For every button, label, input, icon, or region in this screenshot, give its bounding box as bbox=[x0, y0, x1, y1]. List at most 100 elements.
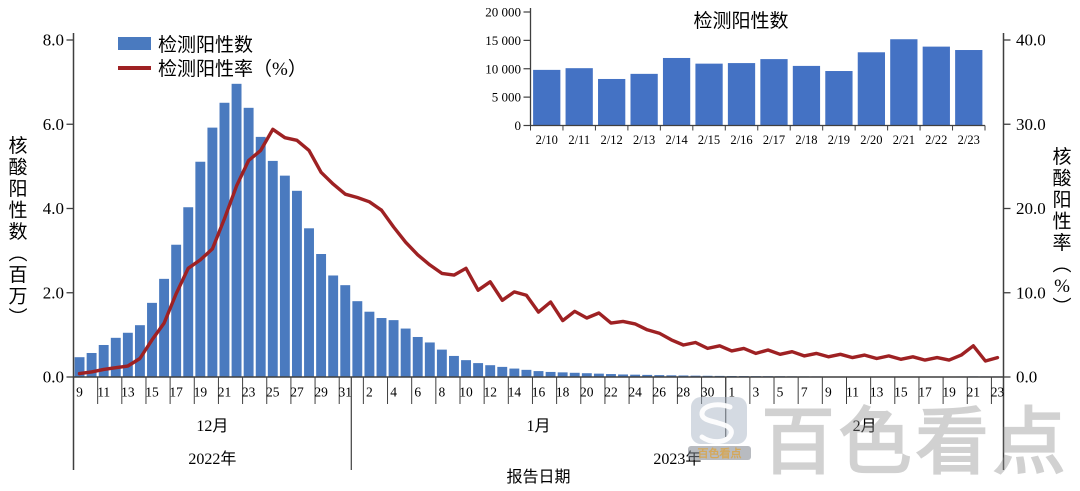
month-label-feb: 2月 bbox=[853, 418, 877, 435]
inset-x-label: 2/23 bbox=[958, 133, 980, 147]
bar-12/11 bbox=[98, 344, 109, 378]
bar-12/22 bbox=[231, 83, 242, 377]
right-axis-tick-label: 20.0 bbox=[1016, 199, 1046, 218]
inset-bar-2/18 bbox=[792, 65, 821, 126]
day-label: 7 bbox=[801, 385, 808, 400]
day-label: 23 bbox=[991, 385, 1005, 400]
day-label: 13 bbox=[121, 385, 135, 400]
inset-bar-2/14 bbox=[662, 57, 691, 126]
bar-1/23 bbox=[618, 374, 628, 377]
bar-1/27 bbox=[666, 375, 677, 377]
month-label-jan: 1月 bbox=[526, 418, 550, 435]
year-label-2022: 2022年 bbox=[188, 450, 236, 468]
day-label: 3 bbox=[753, 385, 760, 400]
day-label: 1 bbox=[728, 385, 735, 400]
watermark-big-char: 色 bbox=[839, 402, 912, 483]
day-label: 22 bbox=[604, 385, 618, 400]
day-label: 29 bbox=[314, 385, 328, 400]
bar-12/24 bbox=[255, 136, 266, 377]
bar-1/13 bbox=[497, 366, 508, 377]
day-label: 13 bbox=[870, 385, 884, 400]
bar-1/1 bbox=[352, 301, 363, 378]
month-label-dec: 12月 bbox=[196, 418, 228, 435]
bar-12/19 bbox=[195, 161, 206, 377]
inset-bar-2/11 bbox=[565, 68, 593, 126]
bar-1/16 bbox=[533, 371, 544, 377]
left-axis-tick-label: 6.0 bbox=[43, 115, 64, 134]
day-label: 4 bbox=[390, 385, 397, 400]
bar-12/26 bbox=[279, 175, 290, 377]
bar-1/28 bbox=[678, 375, 689, 377]
day-label: 17 bbox=[918, 385, 932, 400]
bar-12/20 bbox=[207, 127, 218, 378]
day-label: 11 bbox=[97, 385, 110, 400]
bar-1/17 bbox=[545, 371, 556, 377]
inset-chart: 检测阳性数 0 5 000 10 000 15 000 20 000 2/10 2/11 2/1… bbox=[485, 5, 986, 147]
bar-1/9 bbox=[449, 355, 459, 377]
inset-x-label: 2/19 bbox=[828, 133, 850, 147]
bar-1/3 bbox=[376, 318, 387, 377]
x-axis-title: 报告日期 bbox=[506, 468, 570, 486]
day-label: 26 bbox=[653, 385, 667, 400]
bar-1/10 bbox=[461, 360, 471, 377]
day-label: 21 bbox=[218, 385, 232, 400]
inset-y-label: 10 000 bbox=[485, 61, 521, 76]
bar-1/2 bbox=[364, 311, 375, 377]
bar-1/12 bbox=[485, 365, 496, 377]
inset-bar-2/13 bbox=[630, 73, 658, 126]
bar-1/20 bbox=[581, 373, 592, 377]
bar-12/9 bbox=[74, 357, 85, 377]
bar-12/14 bbox=[134, 325, 145, 377]
bar-1/25 bbox=[642, 374, 653, 377]
inset-y-label: 0 bbox=[515, 118, 522, 133]
bar-1/14 bbox=[509, 368, 520, 377]
inset-bar-2/15 bbox=[695, 63, 723, 126]
bar-12/10 bbox=[86, 352, 97, 377]
day-label: 18 bbox=[556, 385, 570, 400]
bar-1/18 bbox=[557, 372, 568, 377]
main-chart: 0.02.04.06.08.00.010.020.030.040.09 11 13 1… bbox=[8, 31, 1071, 487]
day-label: 8 bbox=[439, 385, 446, 400]
watermark-badge bbox=[688, 446, 751, 460]
bar-1/5 bbox=[400, 328, 411, 377]
positive-count-bars bbox=[74, 83, 1003, 378]
bar-12/23 bbox=[243, 107, 254, 377]
bar-1/8 bbox=[436, 349, 447, 377]
bar-12/18 bbox=[183, 207, 194, 377]
bar-12/30 bbox=[328, 275, 339, 377]
left-axis-title: 核酸阳性数︵百万︶ bbox=[8, 135, 27, 329]
day-label: 24 bbox=[628, 385, 642, 400]
inset-x-label: 2/22 bbox=[925, 133, 947, 147]
watermark: 百色看点百色看点 bbox=[688, 397, 1066, 483]
day-label: 21 bbox=[967, 385, 981, 400]
day-label: 19 bbox=[942, 385, 956, 400]
watermark-big-char: 点 bbox=[993, 402, 1066, 483]
inset-bar-2/16 bbox=[727, 63, 756, 126]
bar-12/28 bbox=[304, 228, 314, 377]
bar-1/24 bbox=[630, 374, 641, 377]
bar-1/22 bbox=[606, 374, 616, 377]
day-label: 20 bbox=[580, 385, 594, 400]
legend-bar-swatch bbox=[118, 37, 151, 50]
bar-1/6 bbox=[412, 336, 423, 377]
left-axis-tick-label: 2.0 bbox=[43, 283, 64, 302]
inset-y-label: 20 000 bbox=[485, 5, 521, 20]
bar-1/7 bbox=[424, 342, 435, 377]
inset-bar-2/17 bbox=[760, 59, 788, 126]
inset-x-label: 2/12 bbox=[601, 133, 623, 147]
inset-y-label: 5 000 bbox=[492, 90, 521, 105]
day-label: 14 bbox=[508, 385, 522, 400]
inset-x-label: 2/14 bbox=[665, 133, 688, 147]
inset-bar-2/22 bbox=[922, 46, 950, 126]
inset-x-label: 2/11 bbox=[568, 133, 590, 147]
bar-1/4 bbox=[388, 320, 399, 377]
inset-bar-2/19 bbox=[825, 71, 853, 126]
day-label: 2 bbox=[366, 385, 373, 400]
positive-rate-line bbox=[77, 127, 1000, 376]
legend-bar-label: 检测阳性数 bbox=[158, 34, 253, 56]
day-label: 9 bbox=[76, 385, 83, 400]
bar-12/16 bbox=[159, 278, 170, 377]
right-axis-tick-label: 0.0 bbox=[1016, 368, 1037, 387]
